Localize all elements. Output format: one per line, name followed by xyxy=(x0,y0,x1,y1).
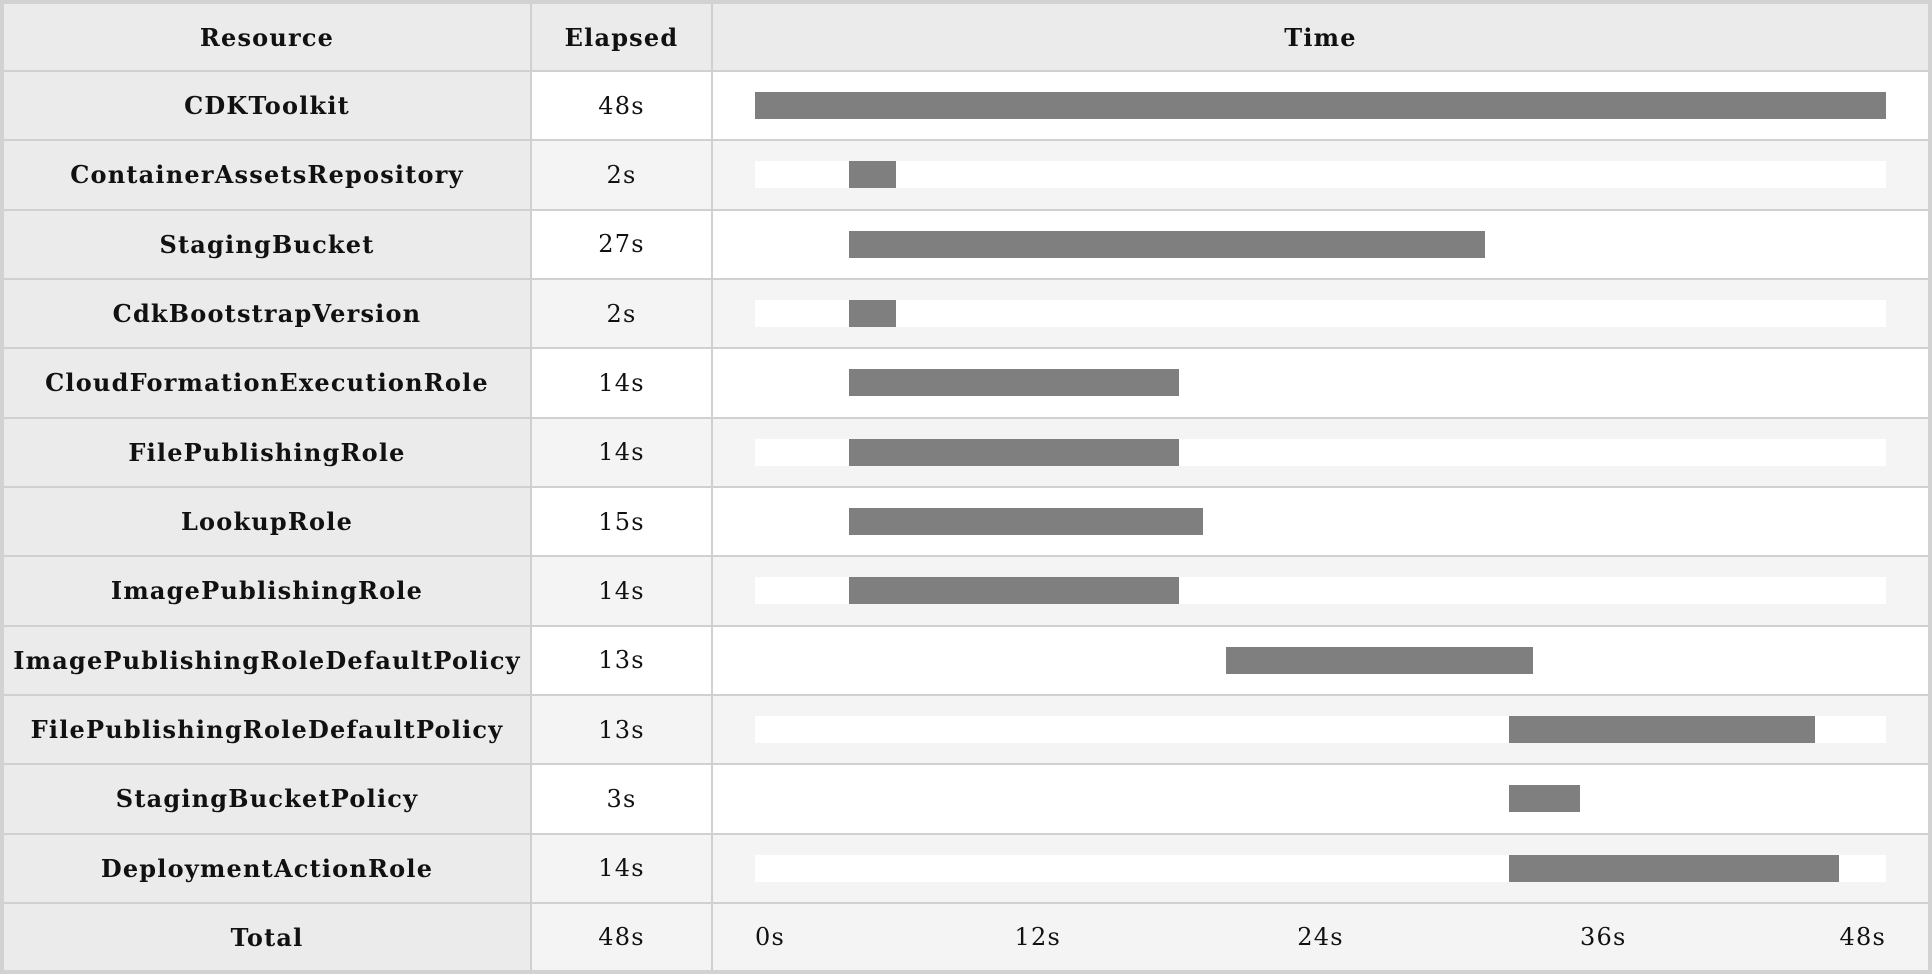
resource-name: CdkBootstrapVersion xyxy=(1,277,532,350)
resource-name: FilePublishingRole xyxy=(1,416,532,488)
table-row: CdkBootstrapVersion 2s xyxy=(1,277,1931,350)
table-row: CDKToolkit 48s xyxy=(1,69,1931,142)
resource-name: StagingBucket xyxy=(1,208,532,280)
duration-bar xyxy=(849,161,897,189)
elapsed-value: 27s xyxy=(530,208,713,280)
table-row: ImagePublishingRoleDefaultPolicy 13s xyxy=(1,624,1931,696)
elapsed-value: 2s xyxy=(530,277,713,350)
axis-tick-label: 48s xyxy=(1839,923,1886,951)
resource-name: LookupRole xyxy=(1,485,532,558)
timeline-cell xyxy=(711,624,1931,696)
timeline-cell xyxy=(711,69,1931,142)
elapsed-value: 14s xyxy=(530,347,713,419)
table-row: StagingBucket 27s xyxy=(1,208,1931,280)
timeline-cell xyxy=(711,208,1931,280)
duration-bar xyxy=(1509,785,1580,813)
elapsed-value: 14s xyxy=(530,555,713,627)
timeline-track xyxy=(755,92,1886,120)
timeline-cell xyxy=(711,277,1931,350)
table-row: LookupRole 15s xyxy=(1,485,1931,558)
timeline-cell xyxy=(711,416,1931,488)
resource-name: ContainerAssetsRepository xyxy=(1,139,532,211)
resource-column-header: Resource xyxy=(1,1,532,72)
duration-bar xyxy=(755,92,1886,120)
timeline-track xyxy=(755,300,1886,328)
timeline-track xyxy=(755,854,1886,882)
time-column-header: Time xyxy=(711,1,1931,72)
timeline-cell xyxy=(711,485,1931,558)
total-label: Total xyxy=(1,902,532,973)
axis-tick-label: 0s xyxy=(755,923,785,951)
timeline-cell xyxy=(711,763,1931,835)
timeline-track xyxy=(755,161,1886,189)
timeline-track xyxy=(755,716,1886,744)
timeline-cell xyxy=(711,693,1931,766)
elapsed-value: 3s xyxy=(530,763,713,835)
resource-name: StagingBucketPolicy xyxy=(1,763,532,835)
elapsed-value: 13s xyxy=(530,624,713,696)
resource-name: ImagePublishingRoleDefaultPolicy xyxy=(1,624,532,696)
timeline-track xyxy=(755,438,1886,466)
timeline-cell xyxy=(711,139,1931,211)
elapsed-value: 15s xyxy=(530,485,713,558)
elapsed-value: 13s xyxy=(530,693,713,766)
timeline-track xyxy=(755,508,1886,536)
duration-bar xyxy=(849,369,1180,397)
duration-bar xyxy=(849,438,1180,466)
elapsed-value: 2s xyxy=(530,139,713,211)
header-row: Resource Elapsed Time xyxy=(1,1,1931,72)
resource-rows: CDKToolkit 48s ContainerAssetsRepository 2s… xyxy=(1,69,1931,905)
table-row: FilePublishingRole 14s xyxy=(1,416,1931,488)
total-elapsed: 48s xyxy=(530,902,713,973)
elapsed-column-header: Elapsed xyxy=(530,1,713,72)
timeline-track xyxy=(755,577,1886,605)
timeline-cell xyxy=(711,832,1931,905)
duration-bar xyxy=(1509,854,1839,882)
duration-bar xyxy=(849,230,1486,258)
table-row: StagingBucketPolicy 3s xyxy=(1,763,1931,835)
timeline-track xyxy=(755,646,1886,674)
timeline-track xyxy=(755,785,1886,813)
table-row: ImagePublishingRole 14s xyxy=(1,555,1931,627)
duration-bar xyxy=(849,577,1180,605)
elapsed-value: 14s xyxy=(530,416,713,488)
timeline-cell xyxy=(711,347,1931,419)
timeline-track xyxy=(755,369,1886,397)
duration-bar xyxy=(849,300,897,328)
elapsed-value: 14s xyxy=(530,832,713,905)
total-row: Total 48s 0s 12s 24s 36s 48s xyxy=(1,902,1931,973)
timeline-cell xyxy=(711,555,1931,627)
duration-bar xyxy=(1226,646,1533,674)
resource-name: ImagePublishingRole xyxy=(1,555,532,627)
resource-name: DeploymentActionRole xyxy=(1,832,532,905)
time-axis-cell: 0s 12s 24s 36s 48s xyxy=(711,902,1931,973)
table-row: DeploymentActionRole 14s xyxy=(1,832,1931,905)
elapsed-value: 48s xyxy=(530,69,713,142)
timeline-track xyxy=(755,230,1886,258)
table-row: FilePublishingRoleDefaultPolicy 13s xyxy=(1,693,1931,766)
table-row: ContainerAssetsRepository 2s xyxy=(1,139,1931,211)
axis-tick-label: 24s xyxy=(1297,923,1344,951)
table-row: CloudFormationExecutionRole 14s xyxy=(1,347,1931,419)
resource-name: CloudFormationExecutionRole xyxy=(1,347,532,419)
axis-tick-label: 12s xyxy=(1014,923,1061,951)
axis-tick-label: 36s xyxy=(1580,923,1627,951)
duration-bar xyxy=(1509,716,1816,744)
time-axis: 0s 12s 24s 36s 48s xyxy=(755,922,1886,952)
resource-name: FilePublishingRoleDefaultPolicy xyxy=(1,693,532,766)
duration-bar xyxy=(849,508,1203,536)
resource-name: CDKToolkit xyxy=(1,69,532,142)
